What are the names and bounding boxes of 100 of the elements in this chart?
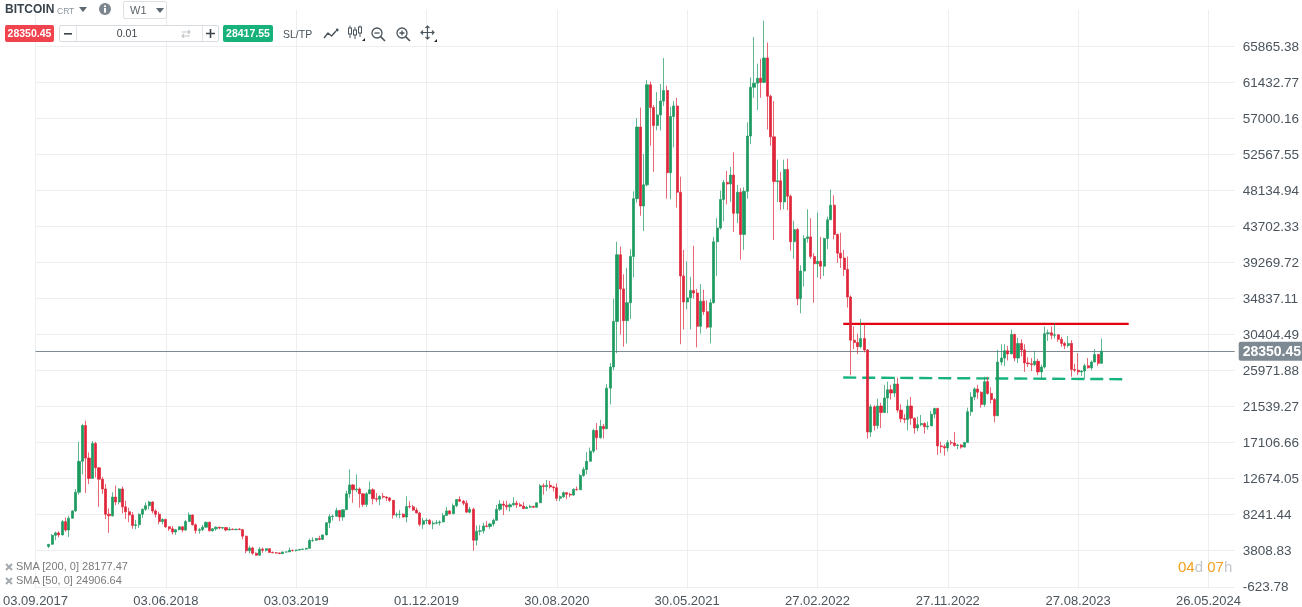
price-button: 28350.45	[5, 25, 54, 42]
candlestick	[371, 487, 375, 505]
candlestick	[729, 166, 732, 203]
candlestick	[602, 423, 605, 439]
candlestick	[448, 509, 451, 515]
annotation: CRT	[57, 6, 75, 16]
candlestick	[174, 528, 177, 536]
candlestick	[161, 517, 164, 525]
candlestick	[1067, 335, 1070, 348]
candlestick	[148, 500, 151, 510]
candlestick	[84, 420, 87, 494]
candlestick	[549, 480, 552, 489]
candlestick	[118, 487, 121, 505]
candlestick	[876, 398, 879, 430]
candlestick	[545, 479, 548, 492]
candlestick	[532, 505, 535, 509]
candlestick	[395, 512, 398, 518]
candlestick	[318, 535, 321, 541]
candlestick	[1070, 339, 1073, 378]
candlestick	[572, 487, 575, 497]
candlestick	[335, 507, 338, 517]
candlestick	[930, 410, 933, 427]
price-button: 28417.55	[223, 25, 273, 42]
candlestick	[893, 376, 896, 398]
candlestick	[271, 551, 274, 554]
candlestick	[54, 531, 57, 541]
candlestick	[278, 552, 281, 555]
x-tick-label: 26.05.2024	[1175, 593, 1241, 607]
candlestick	[485, 520, 488, 528]
candlestick	[281, 551, 284, 555]
y-tick-label: 21539.27	[1242, 399, 1300, 415]
candlestick	[1097, 353, 1100, 367]
candlestick	[1053, 322, 1056, 339]
candlestick	[57, 530, 60, 538]
candlestick	[61, 519, 64, 536]
candlestick	[1060, 336, 1063, 348]
candlestick	[960, 443, 963, 450]
candlestick	[201, 524, 204, 532]
candlestick	[402, 513, 405, 518]
candlestick	[405, 495, 408, 523]
candlestick	[779, 171, 782, 211]
candlestick	[378, 495, 381, 506]
candlestick	[525, 505, 528, 510]
annotation: SMA [50, 0] 24906.64	[16, 574, 122, 586]
y-tick-label: 48134.94	[1242, 182, 1300, 198]
dropdown-field: W1	[123, 1, 167, 19]
y-tick-label: 3808.83	[1242, 543, 1292, 559]
candlestick	[131, 511, 134, 530]
candlestick	[198, 527, 201, 535]
candlestick	[355, 473, 358, 493]
y-tick-label: 61432.77	[1242, 74, 1300, 90]
candlestick	[599, 419, 602, 439]
y-tick-label: 30404.49	[1242, 326, 1300, 342]
candlestick	[736, 184, 739, 224]
candlestick	[776, 159, 779, 203]
candlestick	[502, 500, 505, 516]
candlestick	[482, 522, 485, 535]
candlestick	[211, 527, 214, 533]
chart-title: BITCOIN	[5, 2, 55, 16]
candlestick	[408, 500, 411, 509]
candlestick	[869, 404, 872, 438]
quantity-field: 0.01	[59, 25, 219, 42]
candlestick	[759, 58, 762, 99]
y-tick-label: -623.78	[1242, 579, 1289, 595]
candlestick	[585, 451, 588, 475]
ref-line-label: 28350.45	[1242, 343, 1302, 360]
candlestick	[338, 509, 341, 522]
x-tick-label: 27.11.2022	[915, 593, 980, 607]
candlestick	[916, 416, 919, 432]
candlestick	[452, 503, 455, 515]
candlestick	[268, 547, 271, 554]
candlestick	[375, 492, 378, 503]
candlestick	[793, 220, 796, 260]
candlestick	[1016, 337, 1020, 364]
candlestick	[261, 547, 264, 554]
candlestick	[204, 521, 208, 528]
annotation: SMA [200, 0] 28177.47	[16, 560, 128, 572]
candlestick	[1033, 350, 1036, 367]
candlestick	[1087, 357, 1090, 369]
candlestick	[425, 517, 428, 525]
candlestick	[1077, 352, 1080, 376]
y-tick-label: 43702.33	[1242, 218, 1300, 234]
y-tick-label: 17106.66	[1242, 435, 1300, 451]
candlestick	[428, 518, 431, 526]
candlestick	[435, 519, 438, 525]
candlestick	[295, 549, 298, 552]
candlestick	[595, 422, 598, 451]
candlestick	[465, 500, 468, 513]
candlestick	[946, 439, 949, 452]
candlestick	[1023, 343, 1026, 373]
candlestick	[956, 443, 959, 450]
candlestick	[488, 522, 492, 530]
annotation: SL/TP	[283, 28, 313, 40]
candlestick	[472, 507, 475, 552]
candlestick	[666, 85, 669, 200]
candlestick	[468, 506, 471, 514]
candlestick	[91, 440, 94, 479]
candlestick	[726, 170, 729, 205]
candlestick	[275, 551, 278, 554]
candlestick	[522, 501, 525, 510]
